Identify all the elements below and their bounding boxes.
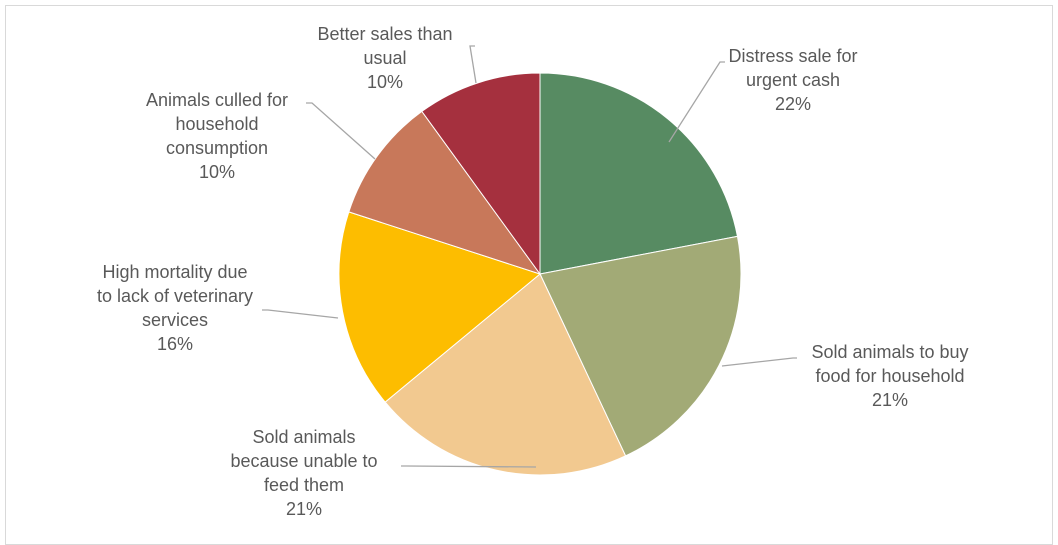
slice-name-line: usual xyxy=(363,48,406,68)
slice-value-label: 16% xyxy=(157,334,193,354)
slice-value-label: 10% xyxy=(199,162,235,182)
slice-name-line: Sold animals xyxy=(252,427,355,447)
leader-line-6 xyxy=(469,45,477,84)
slice-name-line: High mortality due xyxy=(102,262,247,282)
pie-slice-1 xyxy=(539,72,739,275)
slice-name-line: household xyxy=(175,114,258,134)
slice-value-label: 21% xyxy=(872,390,908,410)
slice-name-line: feed them xyxy=(264,475,344,495)
slice-name-line: Animals culled for xyxy=(146,90,288,110)
slice-name-line: to lack of veterinary xyxy=(97,286,253,306)
pie-slice-3 xyxy=(384,273,627,476)
leader-line-2 xyxy=(721,357,797,367)
leader-line-3 xyxy=(401,465,537,468)
slice-label-2: Sold animals to buy food for household 21% xyxy=(811,342,968,410)
leader-line-4 xyxy=(262,309,339,319)
leader-line-1 xyxy=(668,61,725,143)
slice-value-label: 10% xyxy=(367,72,403,92)
slice-label-3: Sold animals because unable to feed them 21… xyxy=(230,427,377,519)
pie-chart: Distress sale for urgent cash 22% Sold anim… xyxy=(97,24,969,519)
slice-name-line: consumption xyxy=(166,138,268,158)
slice-name-line: because unable to xyxy=(230,451,377,471)
slice-name-line: Sold animals to buy xyxy=(811,342,968,362)
pie-slice-6 xyxy=(421,72,541,276)
slice-label-4: High mortality due to lack of veterinary s… xyxy=(97,262,253,354)
slice-name-line: services xyxy=(142,310,208,330)
leader-line-5 xyxy=(306,102,376,160)
slice-label-1: Distress sale for urgent cash 22% xyxy=(728,46,857,114)
pie-slice-5 xyxy=(348,110,542,275)
slice-name-line: urgent cash xyxy=(746,70,840,90)
slice-label-6: Better sales than usual 10% xyxy=(317,24,452,92)
slice-value-label: 22% xyxy=(775,94,811,114)
slice-value-label: 21% xyxy=(286,499,322,519)
pie-slice-4 xyxy=(338,211,542,403)
slice-label-5: Animals culled for household consumption 10… xyxy=(146,90,288,182)
slice-name-line: Better sales than xyxy=(317,24,452,44)
slice-name-line: food for household xyxy=(815,366,964,386)
pie-slice-2 xyxy=(539,235,742,457)
slice-name-line: Distress sale for xyxy=(728,46,857,66)
